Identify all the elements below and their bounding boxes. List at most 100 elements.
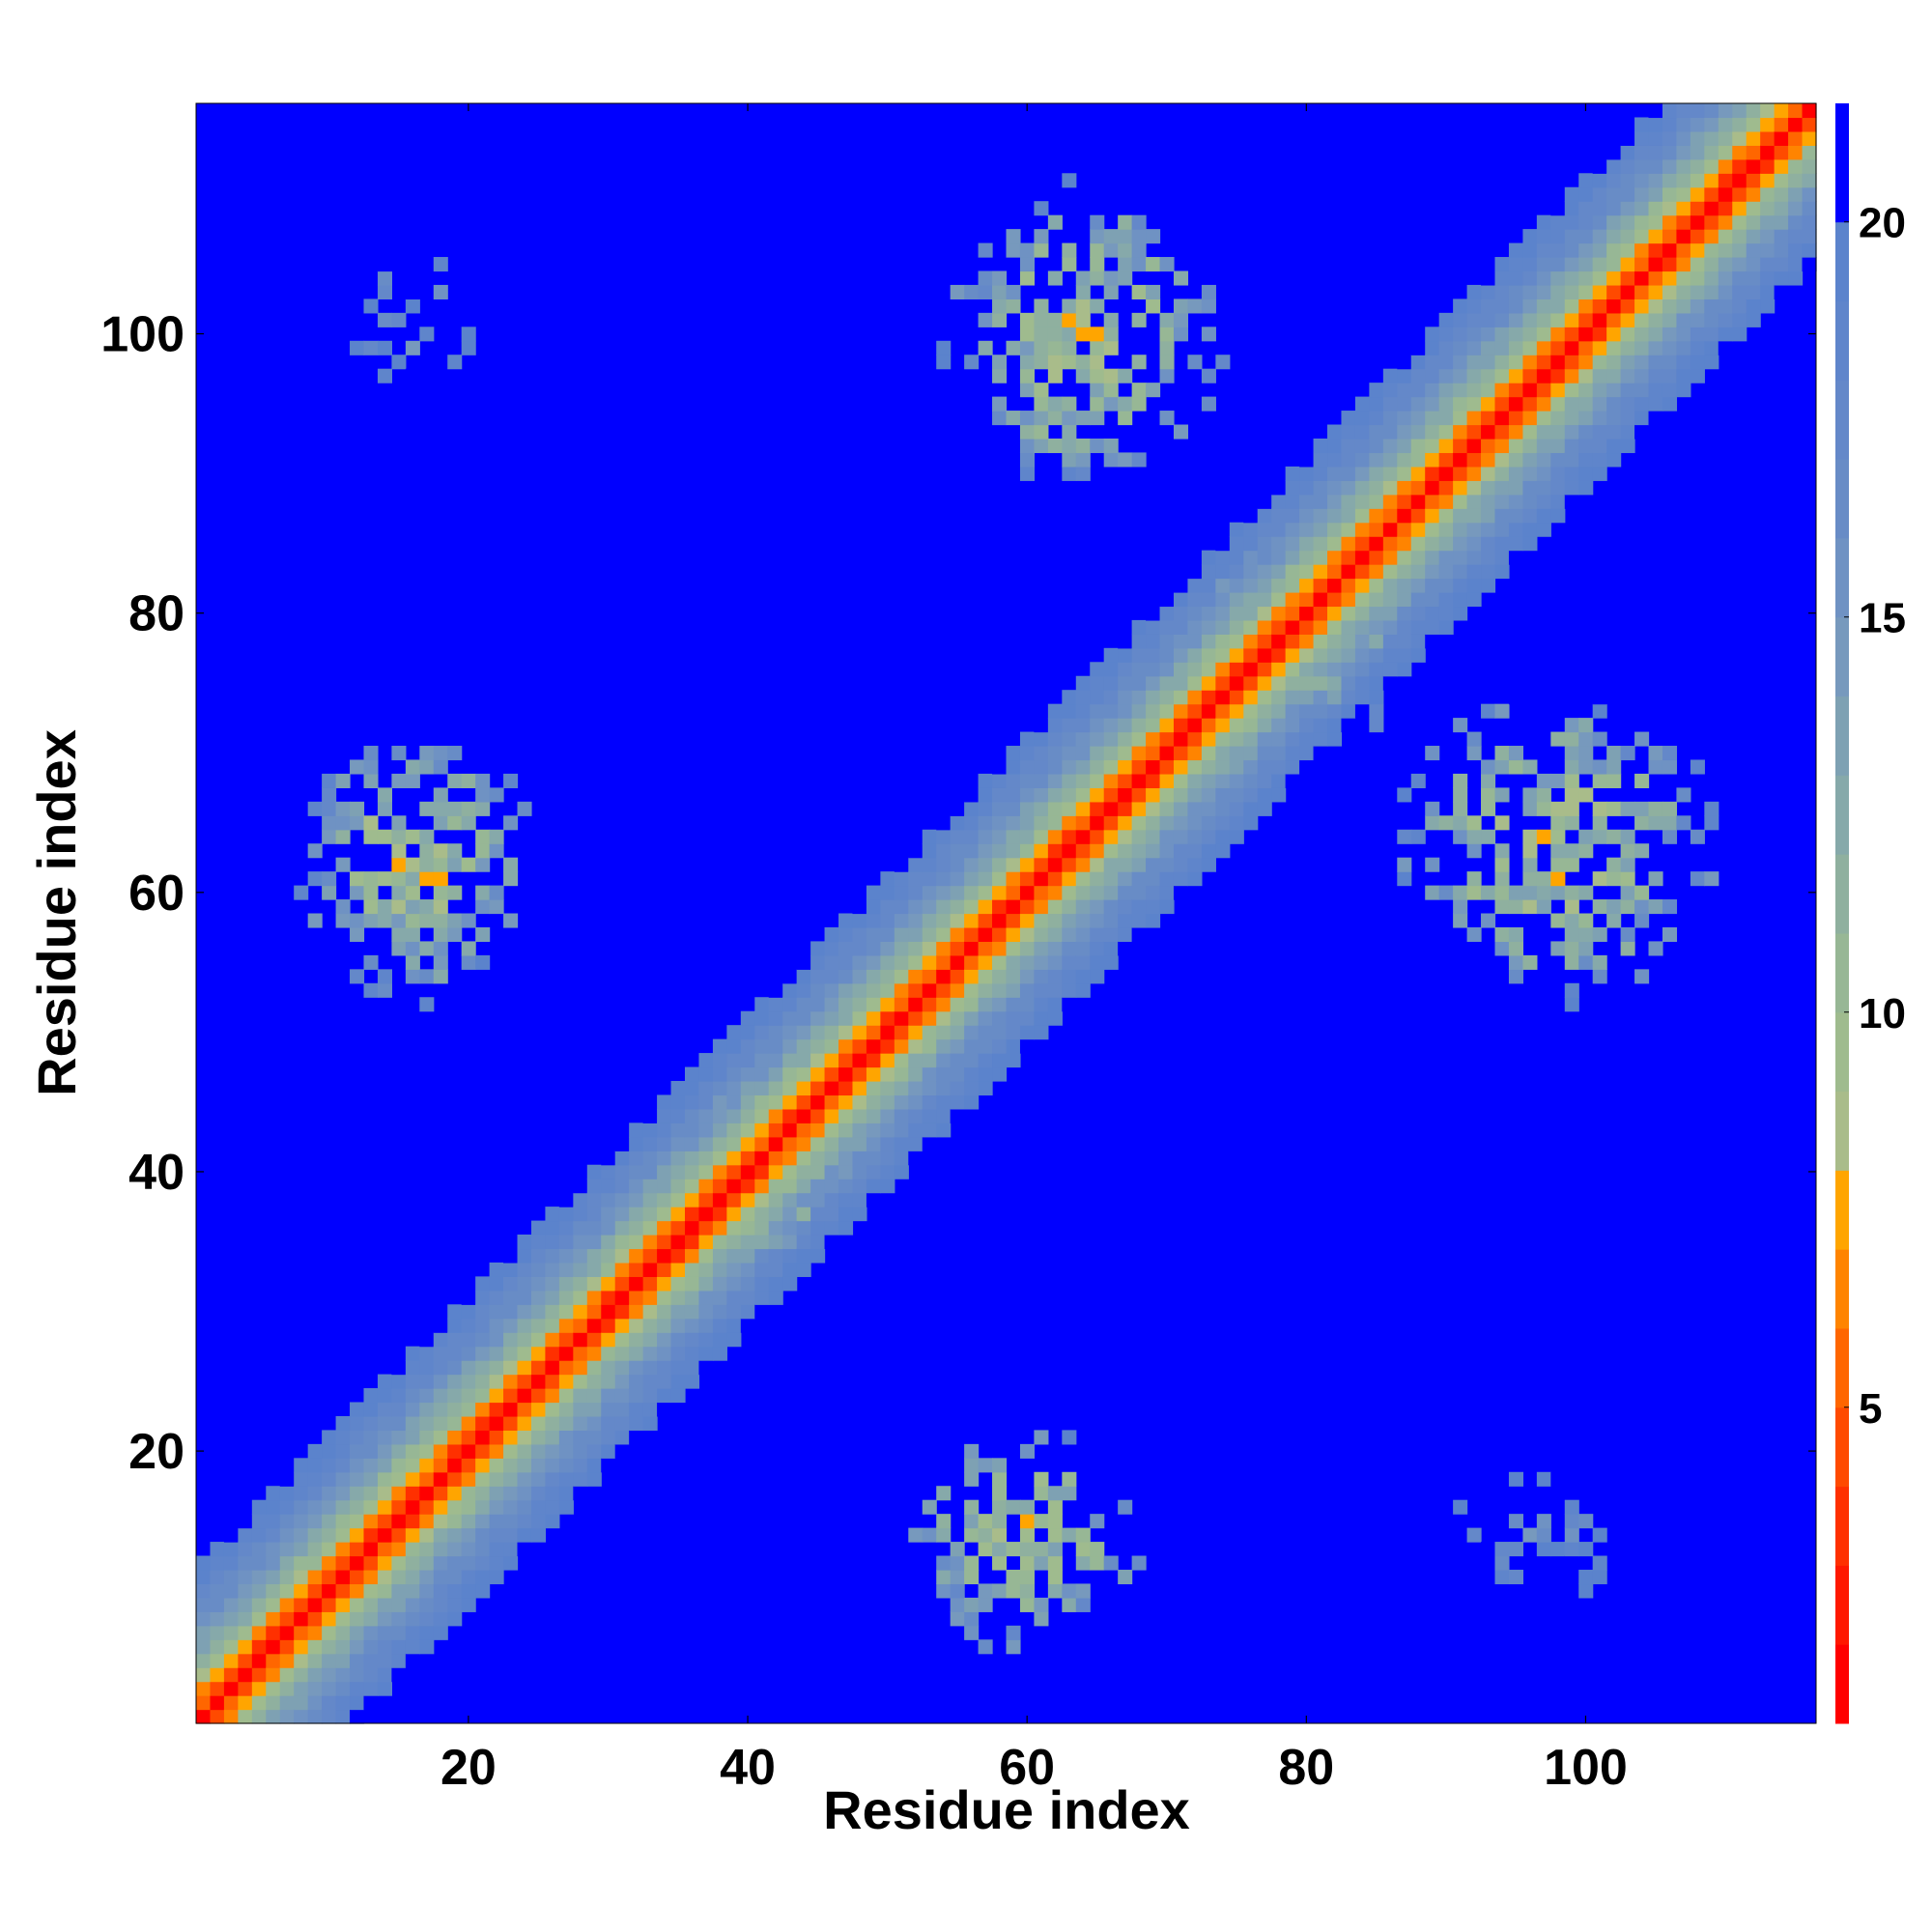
heatmap-cell: [196, 1695, 212, 1711]
heatmap-cell: [1466, 298, 1482, 314]
heatmap-cell: [1313, 494, 1328, 509]
heatmap-cell: [1090, 718, 1105, 733]
heatmap-cell: [614, 1443, 630, 1459]
heatmap-cell: [1648, 312, 1663, 327]
heatmap-cell: [1215, 550, 1231, 565]
heatmap-cell: [1019, 997, 1036, 1012]
heatmap-cell: [1676, 298, 1691, 314]
heatmap-cell: [279, 1625, 295, 1640]
heatmap-cell: [503, 1499, 519, 1515]
heatmap-cell: [1062, 1583, 1077, 1599]
heatmap-cell: [238, 1625, 253, 1640]
heatmap-cell: [684, 1276, 700, 1292]
heatmap-cell: [238, 1653, 253, 1668]
heatmap-cell: [1690, 117, 1705, 132]
heatmap-cell: [1788, 158, 1804, 174]
heatmap-cell: [294, 1471, 309, 1487]
heatmap-cell: [1187, 619, 1203, 635]
heatmap-cell: [1047, 396, 1063, 412]
heatmap-cell: [447, 913, 463, 928]
heatmap-cell: [1090, 871, 1105, 887]
heatmap-cell: [768, 1164, 783, 1179]
heatmap-cell: [1662, 829, 1678, 844]
heatmap-cell: [489, 1276, 504, 1292]
heatmap-cell: [322, 1527, 337, 1543]
heatmap-cell: [573, 1192, 588, 1208]
heatmap-cell: [475, 1374, 491, 1389]
heatmap-cell: [1019, 1499, 1036, 1515]
heatmap-cell: [1732, 158, 1747, 174]
heatmap-cell: [558, 1332, 574, 1348]
heatmap-cell: [601, 1304, 616, 1320]
heatmap-cell: [684, 1235, 700, 1250]
heatmap-cell: [1062, 396, 1077, 412]
heatmap-cell: [1690, 284, 1705, 299]
heatmap-cell: [1075, 801, 1091, 816]
heatmap-cell: [1062, 242, 1077, 258]
heatmap-cell: [1019, 424, 1036, 440]
heatmap-cell: [908, 926, 923, 943]
heatmap-cell: [1760, 257, 1776, 272]
heatmap-cell: [558, 1360, 574, 1376]
heatmap-cell: [1341, 564, 1356, 580]
colorbar-segment: [1835, 1644, 1849, 1724]
heatmap-cell: [363, 1555, 379, 1571]
heatmap-cell: [1425, 466, 1440, 481]
heatmap-cell: [726, 1290, 742, 1305]
heatmap-cell: [1201, 843, 1216, 859]
heatmap-cell: [363, 913, 379, 928]
heatmap-cell: [1620, 355, 1635, 370]
heatmap-cell: [712, 1346, 727, 1361]
heatmap-cell: [461, 913, 476, 928]
heatmap-cell: [1592, 257, 1607, 272]
heatmap-cell: [1718, 158, 1733, 174]
heatmap-cell: [1131, 857, 1147, 872]
heatmap-cell: [447, 1611, 463, 1627]
heatmap-cell: [1006, 913, 1021, 928]
heatmap-cell: [1634, 396, 1650, 412]
heatmap-cell: [1550, 773, 1566, 788]
heatmap-cell: [1438, 368, 1454, 384]
heatmap-cell: [350, 1514, 365, 1529]
heatmap-cell: [377, 1415, 392, 1432]
heatmap-cell: [1229, 759, 1244, 775]
heatmap-cell: [1550, 843, 1566, 859]
heatmap-cell: [1271, 746, 1287, 761]
heatmap-cell: [1146, 606, 1161, 621]
heatmap-cell: [196, 1667, 212, 1683]
heatmap-cell: [1438, 815, 1454, 831]
heatmap-cell: [475, 1583, 491, 1599]
heatmap-cell: [1313, 550, 1328, 565]
heatmap-cell: [447, 1499, 463, 1515]
heatmap-cell: [573, 1220, 588, 1236]
heatmap-cell: [1229, 815, 1244, 831]
heatmap-cell: [1578, 257, 1594, 272]
heatmap-cell: [1354, 578, 1370, 593]
heatmap-cell: [908, 1025, 923, 1040]
heatmap-cell: [1118, 396, 1133, 412]
heatmap-cell: [447, 1486, 463, 1501]
heatmap-cell: [1173, 591, 1189, 608]
heatmap-cell: [1425, 564, 1440, 580]
heatmap-cell: [1159, 619, 1175, 635]
heatmap-cell: [1341, 606, 1356, 621]
heatmap-cell: [1090, 242, 1105, 258]
heatmap-cell: [1103, 1555, 1119, 1571]
heatmap-cell: [1453, 522, 1468, 537]
heatmap-cell: [586, 1415, 602, 1432]
heatmap-cell: [1159, 690, 1175, 705]
heatmap-cell: [964, 1499, 980, 1515]
heatmap-cell: [461, 340, 476, 355]
heatmap-cell: [1047, 368, 1063, 384]
heatmap-cell: [880, 885, 895, 900]
heatmap-cell: [1494, 926, 1510, 943]
heatmap-cell: [629, 1122, 644, 1138]
heatmap-cell: [1802, 117, 1817, 132]
heatmap-cell: [657, 1304, 672, 1320]
heatmap-cell: [1453, 606, 1468, 621]
heatmap-cell: [1536, 270, 1551, 286]
heatmap-cell: [1410, 564, 1426, 580]
heatmap-cell: [978, 1542, 993, 1557]
heatmap-cell: [1676, 355, 1691, 370]
heatmap-cell: [880, 871, 895, 887]
